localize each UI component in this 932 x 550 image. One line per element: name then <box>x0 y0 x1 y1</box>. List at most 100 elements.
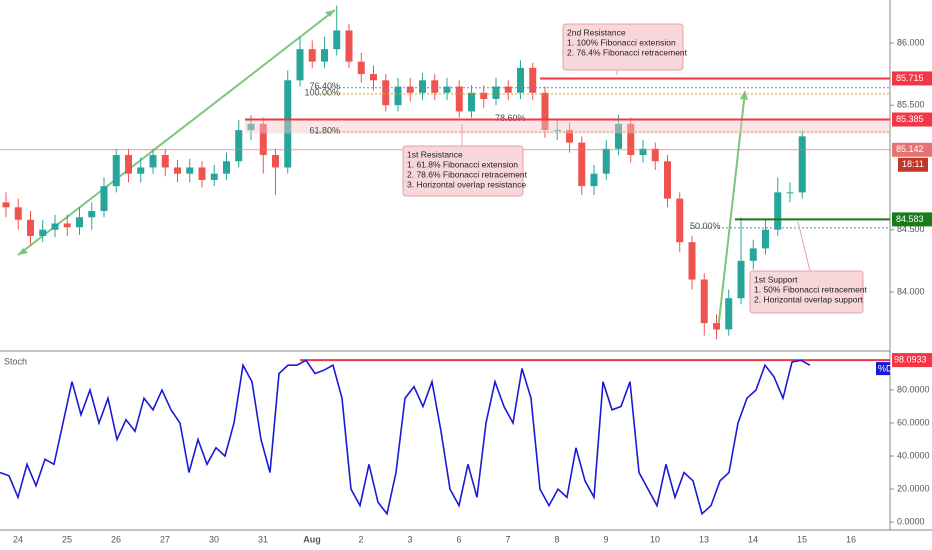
candle-body <box>749 248 757 261</box>
price-tag <box>892 142 932 157</box>
candle-body <box>455 86 463 112</box>
candle-body <box>443 86 451 93</box>
candle-body <box>2 202 10 208</box>
arrow-head <box>740 90 748 100</box>
y-tick-label: 85.500 <box>897 100 925 110</box>
candle-body <box>602 148 610 174</box>
x-tick-label: 6 <box>456 534 461 544</box>
fib-label: 78.60% <box>495 113 526 123</box>
candle-body <box>688 242 696 280</box>
candle-body <box>431 80 439 93</box>
price-tag-label: 85.715 <box>896 73 924 83</box>
candle-body <box>333 30 341 50</box>
candle-body <box>370 74 377 81</box>
x-tick-label: 24 <box>13 534 23 544</box>
candle-body <box>725 298 733 330</box>
callout-pointer <box>797 221 811 272</box>
candle-body <box>713 323 720 330</box>
fib-label: 61.80% <box>309 125 340 135</box>
candle-body <box>186 167 194 174</box>
price-tag-label: 98.0933 <box>894 354 927 364</box>
candle-body <box>676 198 684 243</box>
x-tick-label: 25 <box>62 534 72 544</box>
candle-body <box>174 167 181 174</box>
candle-body <box>161 155 169 168</box>
countdown: 18:11 <box>902 159 924 169</box>
candle-body <box>664 161 671 199</box>
callout-box <box>749 270 864 314</box>
x-tick-label: 10 <box>650 534 660 544</box>
candle-body <box>786 192 794 194</box>
price-tag <box>892 353 932 368</box>
candle-body <box>529 67 537 93</box>
callout-line: 2. 76.4% Fibonacci retracement <box>567 47 688 57</box>
candle-body <box>88 211 96 218</box>
price-tag-label: 85.142 <box>896 144 924 154</box>
candle-body <box>272 155 279 168</box>
callout-box <box>402 145 524 197</box>
candle-body <box>504 86 512 93</box>
y-tick-label: 86.000 <box>897 37 925 47</box>
candle-body <box>541 92 549 131</box>
candle-body <box>39 229 47 236</box>
candle-body <box>382 80 390 106</box>
y-tick-label: 0.0000 <box>897 516 925 526</box>
fib-label: 100.00% <box>304 87 340 97</box>
candle-body <box>774 192 782 230</box>
candle-body <box>345 30 353 62</box>
candle-body <box>100 186 108 212</box>
candle-body <box>700 279 708 324</box>
y-tick-label: 60.0000 <box>897 417 930 427</box>
x-tick-label: 13 <box>699 534 709 544</box>
candle-body <box>394 86 402 106</box>
candle-body <box>296 49 304 81</box>
legend: %D <box>878 363 893 373</box>
arrow-head <box>18 248 28 255</box>
stoch-line <box>0 359 811 516</box>
y-tick-label: 20.0000 <box>897 483 930 493</box>
price-tag <box>892 212 932 227</box>
candle-body <box>284 80 292 168</box>
candle-body <box>590 173 598 187</box>
candle-body <box>27 219 34 236</box>
legend-tag <box>876 362 890 376</box>
candle-body <box>210 173 218 180</box>
candle-body <box>798 136 806 193</box>
stoch-title: Stoch <box>4 356 27 366</box>
candle-body <box>737 260 745 299</box>
candle-body <box>223 161 230 174</box>
price-tag <box>892 71 932 86</box>
x-tick-label: 7 <box>505 534 510 544</box>
x-tick-label: 15 <box>797 534 807 544</box>
candle-body <box>112 155 120 187</box>
candle-body <box>308 49 316 62</box>
candle-body <box>14 207 22 220</box>
candle-body <box>63 223 71 228</box>
candle-body <box>566 130 573 143</box>
candle-body <box>492 86 500 99</box>
candle-body <box>76 217 83 228</box>
fib-label: 50.00% <box>690 221 721 231</box>
callout-title: 1st Resistance <box>407 149 463 159</box>
candle-body <box>517 67 524 93</box>
callout-line: 3. Horizontal overlap resistance <box>407 179 526 189</box>
callout-line: 1. 50% Fibonacci retracement <box>754 284 868 294</box>
candle-body <box>247 123 255 131</box>
callout-line: 2. Horizontal overlap support <box>754 294 863 304</box>
x-tick-label: Aug <box>303 534 321 544</box>
x-tick-label: 31 <box>258 534 268 544</box>
candle-body <box>553 130 561 132</box>
y-tick-label: 84.000 <box>897 286 925 296</box>
callout-box <box>562 23 684 71</box>
candle-body <box>149 155 157 168</box>
countdown-tag <box>898 157 928 172</box>
callout-line: 1. 61.8% Fibonacci extension <box>407 159 518 169</box>
x-tick-label: 16 <box>846 534 856 544</box>
candle-body <box>480 92 488 99</box>
trend-arrow <box>17 9 336 256</box>
x-tick-label: 3 <box>407 534 412 544</box>
candle-body <box>137 167 145 174</box>
callout-line: 1. 100% Fibonacci extension <box>567 37 676 47</box>
x-tick-label: 8 <box>554 534 559 544</box>
x-tick-label: 2 <box>358 534 363 544</box>
